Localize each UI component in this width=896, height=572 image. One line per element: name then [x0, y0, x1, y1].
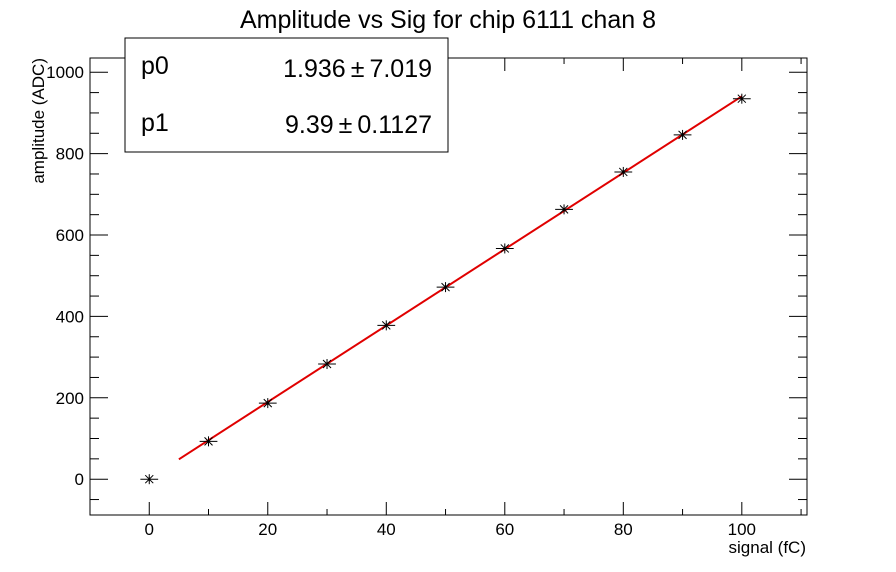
y-tick-label: 600	[56, 226, 84, 245]
fit-stats-box-frame	[124, 37, 449, 153]
data-point	[614, 166, 633, 177]
fit-line	[178, 95, 743, 461]
data-point	[258, 398, 277, 409]
axis-ticks	[89, 58, 807, 515]
stats-value-p0: 1.936	[283, 55, 346, 83]
data-point	[318, 359, 336, 370]
y-tick-label: 200	[56, 389, 84, 408]
stats-error-p0: 7.019	[369, 55, 432, 83]
data-point	[199, 436, 218, 447]
data-point	[673, 129, 692, 140]
x-tick-label: 80	[614, 520, 633, 539]
data-point	[436, 282, 455, 293]
stats-error-p1: 0.1127	[357, 111, 432, 139]
y-tick-label: 400	[56, 307, 84, 326]
y-tick-label: 1000	[46, 63, 84, 82]
y-tick-label: 800	[56, 145, 84, 164]
y-axis-label: amplitude (ADC)	[29, 58, 48, 184]
x-tick-label: 100	[728, 520, 756, 539]
data-point	[495, 243, 514, 254]
chart-title: Amplitude vs Sig for chip 6111 chan 8	[240, 6, 656, 34]
data-point	[377, 320, 396, 331]
x-tick-label: 0	[145, 520, 154, 539]
data-point	[732, 93, 751, 104]
stats-param-value-p1: 9.39 ±0.1127	[285, 111, 432, 139]
x-axis-label: signal (fC)	[729, 538, 806, 557]
fit-stats-box: p0 1.936 ±7.019 p1 9.39 ±0.1127	[124, 37, 449, 153]
x-tick-label: 20	[258, 520, 277, 539]
stats-param-name-p1: p1	[141, 109, 169, 137]
y-tick-label: 0	[75, 470, 84, 489]
data-points-layer	[140, 93, 751, 485]
stats-pm-p1: ±	[339, 111, 353, 139]
stats-value-p1: 9.39	[285, 111, 334, 139]
fit-line-layer	[178, 95, 743, 461]
data-point	[140, 474, 159, 485]
data-point	[555, 204, 573, 215]
x-tick-label: 60	[495, 520, 514, 539]
stats-param-value-p0: 1.936 ±7.019	[283, 55, 432, 83]
x-tick-label: 40	[377, 520, 396, 539]
stats-param-name-p0: p0	[141, 52, 169, 80]
stats-pm-p0: ±	[351, 55, 365, 83]
